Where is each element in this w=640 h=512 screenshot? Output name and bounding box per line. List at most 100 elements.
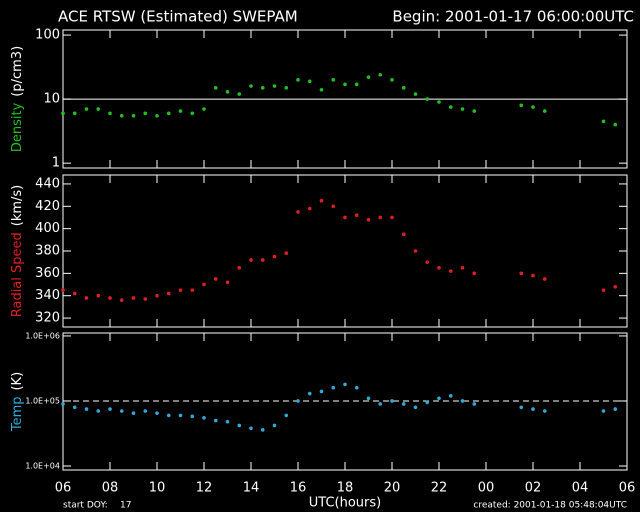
data-point <box>542 109 547 113</box>
x-tick-label: 02 <box>525 481 542 496</box>
data-point <box>166 111 171 116</box>
x-tick-label: 04 <box>572 481 589 496</box>
y-tick-label: 340 <box>35 288 60 303</box>
data-point <box>131 296 136 300</box>
data-point <box>61 111 65 116</box>
data-point <box>61 288 65 292</box>
data-point <box>542 277 547 281</box>
data-point <box>378 402 383 406</box>
data-point <box>119 409 124 413</box>
data-point <box>390 399 394 403</box>
data-point <box>413 249 418 253</box>
data-point <box>155 411 159 415</box>
y-label-name: Density <box>10 102 25 152</box>
title: ACE RTSW (Estimated) SWEPAM <box>58 8 298 26</box>
x-tick-label: 06 <box>619 481 636 496</box>
data-point <box>354 82 359 87</box>
data-point <box>460 107 465 111</box>
data-point <box>143 409 148 413</box>
data-point <box>84 296 89 300</box>
data-point <box>72 111 77 116</box>
data-point <box>260 428 265 432</box>
data-point <box>331 78 336 82</box>
data-point <box>613 122 618 127</box>
x-tick-label: 20 <box>384 481 401 496</box>
data-point <box>307 206 312 211</box>
y-tick-label: 360 <box>35 266 60 281</box>
data-point <box>72 291 77 296</box>
data-point <box>319 87 324 92</box>
data-point <box>307 391 312 396</box>
data-point <box>448 269 453 273</box>
data-point <box>319 389 324 394</box>
data-point <box>613 284 618 289</box>
data-point <box>354 213 359 218</box>
data-point <box>378 215 383 220</box>
data-point <box>202 107 206 111</box>
data-point <box>531 105 535 109</box>
y-axis-label: Temp (K) <box>10 372 25 432</box>
data-point <box>190 414 195 419</box>
data-point <box>319 198 324 203</box>
data-point <box>413 92 418 96</box>
x-tick-label: 14 <box>243 481 260 496</box>
data-point <box>284 413 289 418</box>
data-point <box>601 409 606 413</box>
data-point <box>84 107 89 111</box>
data-point <box>331 204 336 209</box>
data-point <box>260 86 265 90</box>
data-point <box>519 405 524 410</box>
data-point <box>237 423 242 428</box>
x-tick-label: 12 <box>196 481 213 496</box>
data-point <box>472 271 477 276</box>
data-point <box>425 260 430 264</box>
start-doy: 17 <box>120 501 131 511</box>
data-point <box>213 277 218 281</box>
y-label-unit: (K) <box>10 372 25 391</box>
data-point <box>378 72 383 77</box>
data-point <box>531 273 535 278</box>
data-point <box>284 251 289 256</box>
data-point <box>131 411 136 415</box>
data-point <box>84 407 89 411</box>
data-point <box>472 109 477 113</box>
data-point <box>354 385 359 390</box>
data-point <box>331 385 336 390</box>
data-point <box>401 402 406 406</box>
data-point <box>249 426 253 431</box>
data-point <box>190 111 195 116</box>
y-tick-label: 1.0E+05 <box>25 396 60 405</box>
data-point <box>519 271 524 276</box>
data-point <box>296 210 300 214</box>
data-point <box>343 215 347 220</box>
data-point <box>472 402 477 406</box>
data-point <box>119 298 124 302</box>
data-point <box>72 405 77 410</box>
data-point <box>61 402 65 406</box>
data-point <box>601 288 606 292</box>
data-point <box>296 78 300 82</box>
y-tick-label: 400 <box>35 221 60 236</box>
data-point <box>96 409 101 413</box>
x-tick-label: 22 <box>431 481 448 496</box>
start-doy-label: start DOY: <box>63 501 108 511</box>
panel-frame <box>62 332 628 471</box>
y-axis-label: Radial Speed (km/s) <box>10 185 25 318</box>
x-tick-label: 16 <box>290 481 307 496</box>
data-point <box>108 111 112 116</box>
data-point <box>413 405 418 410</box>
data-point <box>448 105 453 109</box>
y-tick-label: 320 <box>35 311 60 326</box>
data-point <box>155 293 159 298</box>
data-point <box>307 79 312 84</box>
data-point <box>166 291 171 296</box>
y-tick-label: 1.0E+06 <box>25 331 60 340</box>
data-point <box>249 84 253 88</box>
x-tick-label: 00 <box>478 481 495 496</box>
data-point <box>225 419 230 424</box>
data-point <box>401 86 406 90</box>
data-point <box>601 119 606 124</box>
data-point <box>108 296 112 300</box>
y-tick-label: 440 <box>35 176 60 191</box>
